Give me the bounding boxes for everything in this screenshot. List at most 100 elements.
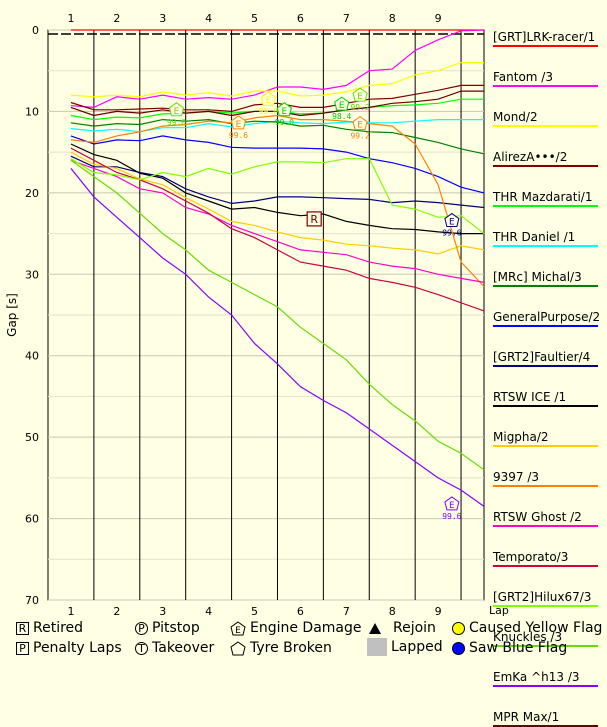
series-line-3 [70,84,484,113]
x-tick-label-top-8: 9 [435,12,442,25]
x-axis-label: Lap [489,604,509,617]
engine-damage-marker-8 [444,212,460,228]
legend-swatch-5 [493,245,598,247]
key-blue: Saw Blue Flag [452,640,567,656]
legend-entry-17: MPR Max/1 [493,710,560,724]
legend-swatch-2 [493,125,598,127]
engine-damage-marker-1 [168,102,185,117]
engine-damage-value-6: 99.2 [350,103,369,112]
series-line-7 [70,135,485,194]
legend-swatch-1 [493,85,598,87]
engine-damage-icon: E [230,620,246,636]
y-tick-label-7: 70 [25,594,39,607]
legend-entry-6: [MRc] Michal/3 [493,270,582,284]
x-tick-label-top-6: 7 [343,12,350,25]
engine-damage-value-9: 99.6 [442,512,461,521]
legend-swatch-3 [493,165,598,167]
series-line-9 [70,143,484,235]
x-tick-label-top-5: 6 [297,12,304,25]
key-rejoin: Rejoin [369,620,436,636]
series-line-6 [70,118,485,155]
legend-entry-0: [GRT]LRK-racer/1 [493,30,596,44]
engine-damage-symbol-3: E [265,96,271,106]
pitstop-icon: P [135,621,148,635]
legend-entry-14: [GRT2]Hilux67/3 [493,590,592,604]
series-line-16 [70,168,485,507]
key-lapped-label: Lapped [391,639,443,655]
x-tick-label-7: 8 [389,605,396,618]
legend-entry-11: 9397 /3 [493,470,540,484]
key-takeover: T Takeover [135,640,214,656]
yellow-flag-icon [452,621,465,635]
y-tick-label-3: 30 [25,268,39,281]
legend-swatch-9 [493,405,598,407]
legend-entry-10: Migpha/2 [493,430,549,444]
series-line-2 [70,62,484,98]
retired-icon: R [16,621,29,635]
x-tick-label-top-0: 1 [67,12,74,25]
legend-entry-4: THR Mazdarati/1 [493,190,593,204]
legend-swatch-4 [493,205,598,207]
engine-damage-value-5: 98.4 [332,112,351,121]
engine-damage-marker-4 [276,102,292,117]
legend-entry-1: Fantom /3 [493,70,553,84]
key-retired: R Retired [16,620,83,636]
engine-damage-value-2: 99.6 [229,131,248,140]
legend-entry-13: Temporato/3 [493,550,569,564]
engine-damage-symbol-5: E [339,101,345,111]
legend-entry-9: RTSW ICE /1 [493,390,567,404]
y-tick-label-5: 50 [25,431,39,444]
retired-marker-symbol-0: R [310,213,318,226]
legend-entry-5: THR Daniel /1 [493,230,576,244]
key-penalty-label: Penalty Laps [33,640,122,656]
blue-flag-icon [452,641,465,655]
x-tick-label-top-7: 8 [389,12,396,25]
engine-damage-value-1: 99.0 [167,118,186,127]
engine-damage-symbol-8: E [449,218,455,228]
legend-entry-7: GeneralPurpose/2 [493,310,601,324]
key-engine-label: Engine Damage [250,620,362,636]
series-line-8 [70,155,485,209]
x-tick-label-8: 9 [435,605,442,618]
engine-damage-value-8: 99.6 [442,229,461,238]
legend-entry-2: Mond/2 [493,110,538,124]
legend-swatch-8 [493,365,598,367]
engine-damage-marker-9 [444,496,460,511]
y-tick-label-1: 10 [25,105,39,118]
key-engine: E Engine Damage [230,620,362,636]
key-pitstop: P Pitstop [135,620,200,636]
rejoin-icon [369,622,381,634]
legend-entry-8: [GRT2]Faultier/4 [493,350,591,364]
penalty-icon: P [16,641,29,655]
key-lapped: Lapped [367,638,443,656]
x-tick-label-top-4: 5 [251,12,258,25]
key-takeover-label: Takeover [152,640,215,656]
x-tick-label-1: 2 [113,605,120,618]
legend-swatch-15 [493,645,598,647]
legend-swatch-12 [493,525,598,527]
key-penalty: P Penalty Laps [16,640,122,656]
legend-swatch-14 [493,605,598,607]
engine-damage-marker-5 [334,96,350,111]
x-tick-label-2: 3 [159,605,166,618]
y-axis-label: Gap [s] [5,293,19,337]
legend-swatch-7 [493,325,598,327]
key-yellow-label: Caused Yellow Flag [469,620,603,636]
legend-entry-3: AlirezA•••/2 [493,150,568,164]
legend-swatch-16 [493,685,598,687]
engine-damage-symbol-2: E [236,120,242,130]
key-tyre-label: Tyre Broken [250,640,332,656]
y-tick-label-4: 40 [25,350,39,363]
key-rejoin-label: Rejoin [393,620,436,636]
engine-damage-symbol-7: E [357,121,363,131]
engine-damage-symbol-1: E [174,107,180,117]
tyre-broken-icon [230,640,246,655]
y-tick-label-0: 0 [32,24,39,37]
y-tick-label-2: 20 [25,187,39,200]
x-tick-label-3: 4 [205,605,212,618]
x-tick-label-4: 5 [251,605,258,618]
key-retired-label: Retired [33,620,84,636]
x-tick-label-top-1: 2 [113,12,120,25]
engine-damage-marker-3 [260,91,276,106]
legend-swatch-10 [493,445,598,447]
